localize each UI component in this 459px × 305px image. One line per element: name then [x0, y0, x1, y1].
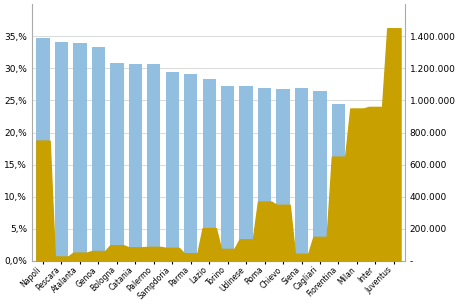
Bar: [55, 42, 68, 261]
Bar: [110, 63, 123, 261]
Bar: [294, 88, 308, 261]
Bar: [129, 64, 142, 261]
Bar: [202, 79, 215, 261]
Bar: [350, 114, 363, 261]
Bar: [239, 86, 252, 261]
Bar: [184, 74, 197, 261]
Bar: [331, 104, 344, 261]
Bar: [276, 89, 289, 261]
Bar: [368, 118, 381, 261]
Bar: [73, 43, 86, 261]
Bar: [147, 64, 160, 261]
Bar: [257, 88, 271, 261]
Bar: [386, 125, 400, 261]
Bar: [36, 38, 50, 261]
Bar: [165, 72, 179, 261]
Bar: [313, 91, 326, 261]
Bar: [220, 86, 234, 261]
Bar: [91, 47, 105, 261]
